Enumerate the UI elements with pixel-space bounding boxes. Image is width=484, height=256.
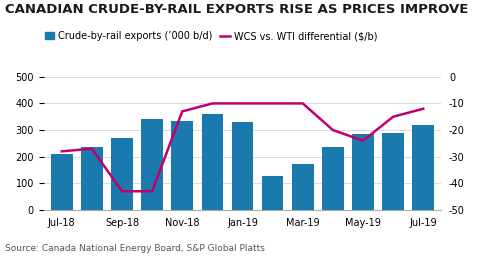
Bar: [261, 176, 283, 210]
Bar: [81, 147, 103, 210]
Bar: [51, 154, 73, 210]
Bar: [291, 164, 313, 210]
Bar: [351, 134, 373, 210]
Bar: [321, 146, 343, 210]
Bar: [411, 125, 433, 210]
Bar: [201, 114, 223, 210]
Bar: [231, 122, 253, 210]
Legend: Crude-by-rail exports (’000 b/d), WCS vs. WTI differential ($/b): Crude-by-rail exports (’000 b/d), WCS vs…: [45, 31, 377, 41]
Text: Source: Canada National Energy Board, S&P Global Platts: Source: Canada National Energy Board, S&…: [5, 244, 264, 253]
Bar: [141, 119, 163, 210]
Bar: [171, 121, 193, 210]
Bar: [111, 138, 133, 210]
Text: CANADIAN CRUDE-BY-RAIL EXPORTS RISE AS PRICES IMPROVE: CANADIAN CRUDE-BY-RAIL EXPORTS RISE AS P…: [5, 3, 467, 16]
Bar: [381, 133, 403, 210]
